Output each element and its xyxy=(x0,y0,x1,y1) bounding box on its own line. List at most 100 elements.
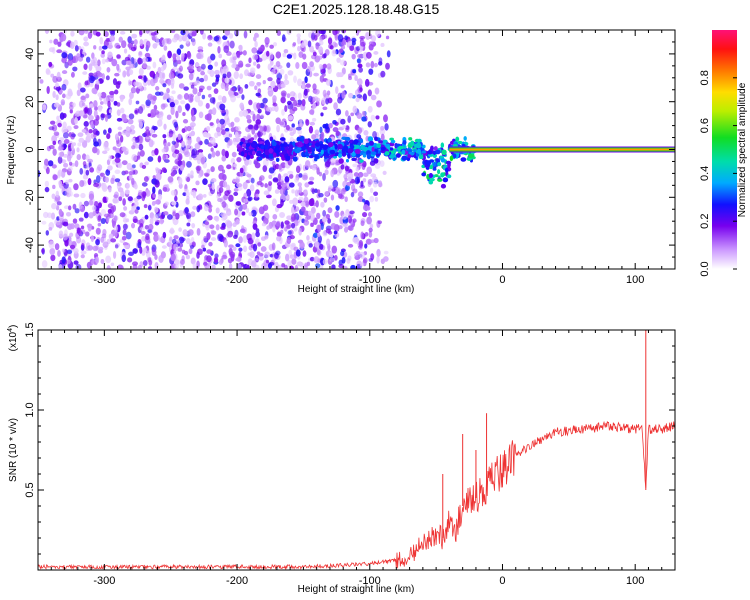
spectrogram-cell xyxy=(43,164,48,170)
spectrogram-cell xyxy=(119,135,124,143)
spectrogram-cell xyxy=(297,129,303,135)
spectrogram-cell xyxy=(299,118,303,124)
spectrogram-cell xyxy=(152,193,157,199)
spectrogram-cell xyxy=(52,90,56,99)
spectrogram-cell xyxy=(413,143,420,148)
spectrogram-cell xyxy=(347,243,354,248)
spectrogram-cell xyxy=(73,39,78,47)
spectrogram-cell xyxy=(162,83,167,88)
spectrogram-cell xyxy=(99,172,105,177)
spectrogram-cell xyxy=(162,153,167,161)
spectrogram-cell xyxy=(52,148,57,156)
spectrogram-cell xyxy=(347,115,352,124)
spectrogram-cell xyxy=(78,137,85,143)
spectrogram-cell xyxy=(74,160,79,168)
spectrogram-cell xyxy=(194,95,201,103)
spectrogram-cell xyxy=(240,151,245,157)
spectrogram-cell xyxy=(63,162,69,168)
spectrogram-cell xyxy=(256,63,261,69)
spectrogram-cell xyxy=(337,96,343,104)
spectrogram-cell xyxy=(249,67,256,74)
spectrogram-cell xyxy=(114,72,120,77)
spectrogram-cell xyxy=(185,213,192,219)
spectrogram-cell xyxy=(69,232,74,237)
spectrogram-cell xyxy=(154,221,160,226)
spectrogram-cell xyxy=(195,62,200,67)
spectrogram-cell xyxy=(104,114,109,122)
spectrogram-cell xyxy=(154,148,159,156)
snr-y-label: SNR (10 * v/v) xyxy=(8,418,19,482)
spectrogram-cell xyxy=(167,176,174,183)
spectrogram-cell xyxy=(300,201,306,207)
spectrogram-cell xyxy=(52,75,58,83)
spectrogram-cell xyxy=(169,227,175,235)
spectrogram-cell xyxy=(347,215,353,224)
spectrogram-cell xyxy=(280,199,284,207)
spectrogram-cell xyxy=(52,174,58,181)
spectrogram-cell xyxy=(274,104,279,113)
spectrogram-cell xyxy=(270,80,276,89)
spectrogram-cell xyxy=(344,35,348,40)
spectrogram-cell xyxy=(368,43,374,51)
spectrogram-cell xyxy=(327,142,334,148)
spectrogram-cell xyxy=(271,141,277,147)
spectrogram-cell xyxy=(103,129,107,135)
spectrogram-cell xyxy=(121,130,128,135)
spectrogram-cell xyxy=(47,160,54,167)
spectrogram-cell xyxy=(83,200,90,207)
spectrogram-cell xyxy=(58,151,64,158)
spectrogram-cell xyxy=(287,259,292,268)
spectrogram-cell xyxy=(124,189,130,195)
spectrogram-cell xyxy=(208,241,213,247)
spectrogram-cell xyxy=(186,195,190,200)
spectrogram-cell xyxy=(110,177,115,185)
spectrogram-cell xyxy=(297,36,301,45)
spectrogram-cell xyxy=(255,193,260,198)
spectrogram-cell xyxy=(361,110,366,117)
spectrogram-cell xyxy=(59,137,65,141)
spectrogram-cell xyxy=(245,143,251,147)
spectrogram-cell xyxy=(274,261,279,269)
spectrogram-cell xyxy=(280,83,286,89)
spectrogram-cell xyxy=(147,93,153,101)
spectrogram-cell xyxy=(67,166,73,172)
spectrogram-cell xyxy=(97,164,103,172)
spectrogram-cell xyxy=(426,150,433,155)
spectrogram-cell xyxy=(337,34,344,42)
spectrogram-cell xyxy=(116,80,122,85)
spectrogram-cell xyxy=(352,218,357,223)
spectrogram-cell xyxy=(275,60,281,68)
spectrogram-cell xyxy=(218,187,224,194)
spectrogram-cell xyxy=(206,168,211,174)
spectrogram-cell xyxy=(303,138,309,145)
spectrogram-cell xyxy=(340,188,346,195)
spectrogram-cell xyxy=(253,159,258,165)
spectrogram-cell xyxy=(144,52,151,58)
spectrogram-cell xyxy=(76,147,80,153)
spectrogram-cell xyxy=(308,210,312,216)
spectrogram-cell xyxy=(324,169,329,176)
spectrogram-cell xyxy=(359,35,366,40)
spectrogram-cell xyxy=(273,42,277,47)
spectrogram-cell xyxy=(114,178,121,183)
spectrogram-cell xyxy=(85,56,91,63)
spectrogram-cell xyxy=(361,163,366,171)
spectrogram-cell xyxy=(45,69,51,76)
spectrogram-cell xyxy=(366,153,372,160)
spectrogram-cell xyxy=(370,94,377,101)
spectrogram-cell xyxy=(366,216,372,225)
spectrogram-cell xyxy=(363,129,369,136)
spectrogram-cell xyxy=(70,71,75,78)
spectrogram-cell xyxy=(309,176,315,181)
spectrogram-cell xyxy=(330,194,335,201)
spectrogram-cell xyxy=(217,164,224,172)
spectrogram-cell xyxy=(121,40,127,49)
spectrogram-cell xyxy=(116,109,121,116)
spectrogram-cell xyxy=(68,161,73,166)
spectrogram-cell xyxy=(80,244,85,251)
spectrogram-cell xyxy=(272,95,277,103)
spectrogram-cell xyxy=(273,64,277,70)
spectrogram-cell xyxy=(97,222,102,227)
spectrogram-cell xyxy=(288,182,295,188)
spectrogram-cell xyxy=(77,142,82,147)
